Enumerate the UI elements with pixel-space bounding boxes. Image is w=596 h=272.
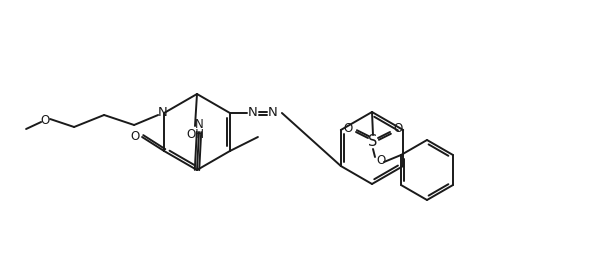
Text: N: N (195, 118, 203, 131)
Text: O: O (377, 154, 386, 168)
Text: N: N (248, 107, 258, 119)
Text: N: N (158, 107, 168, 119)
Text: OH: OH (186, 128, 204, 141)
Text: O: O (343, 122, 353, 134)
Text: O: O (131, 131, 139, 144)
Text: N: N (268, 107, 278, 119)
Text: O: O (393, 122, 403, 134)
Text: S: S (368, 134, 378, 150)
Text: O: O (41, 113, 49, 126)
